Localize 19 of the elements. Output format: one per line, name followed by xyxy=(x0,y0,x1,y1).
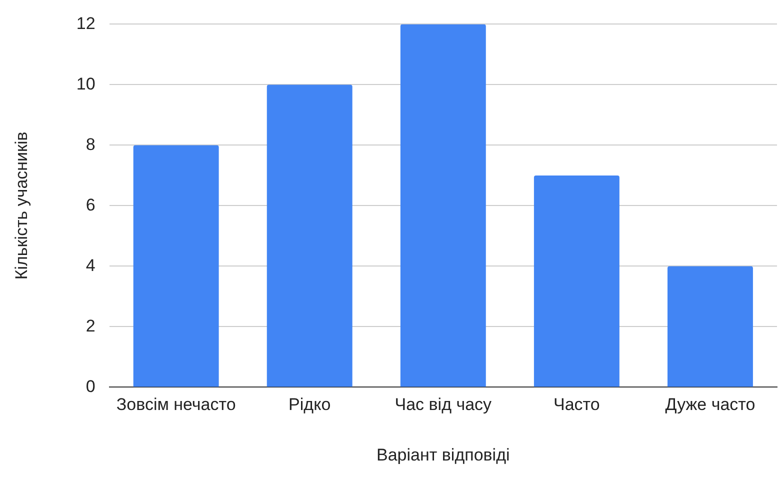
y-tick-label: 6 xyxy=(86,195,96,214)
x-tick-label: Рідко xyxy=(288,395,331,414)
y-tick-label: 10 xyxy=(76,74,96,94)
y-tick-label: 2 xyxy=(86,316,96,336)
x-tick-label: Дуже часто xyxy=(665,395,756,414)
x-tick-label: Час від часу xyxy=(394,395,492,414)
x-tick-label: Часто xyxy=(554,395,600,414)
y-tick-label: 8 xyxy=(86,134,96,154)
bar xyxy=(668,266,753,387)
y-tick-label: 0 xyxy=(86,376,96,396)
bar xyxy=(534,175,620,387)
bar xyxy=(266,84,352,387)
bar xyxy=(133,145,219,387)
bar xyxy=(400,24,486,387)
y-tick-label: 12 xyxy=(76,14,96,33)
x-axis-title: Варіант відповіді xyxy=(376,445,510,464)
y-axis-title: Кількість учасників xyxy=(12,132,31,280)
x-tick-label: Зовсім нечасто xyxy=(116,395,236,414)
y-tick-label: 4 xyxy=(86,256,96,275)
